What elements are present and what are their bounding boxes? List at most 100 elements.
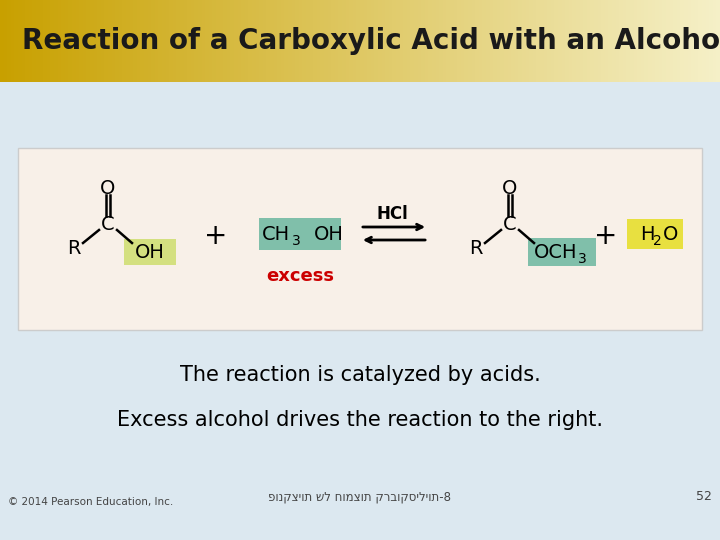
FancyBboxPatch shape (0, 0, 4, 82)
FancyBboxPatch shape (58, 0, 61, 82)
FancyBboxPatch shape (14, 0, 18, 82)
Text: OH: OH (135, 242, 165, 261)
FancyBboxPatch shape (40, 0, 43, 82)
FancyBboxPatch shape (277, 0, 281, 82)
FancyBboxPatch shape (536, 0, 540, 82)
FancyBboxPatch shape (590, 0, 594, 82)
FancyBboxPatch shape (65, 0, 68, 82)
FancyBboxPatch shape (342, 0, 346, 82)
FancyBboxPatch shape (580, 0, 583, 82)
Text: HCl: HCl (376, 205, 408, 223)
FancyBboxPatch shape (680, 0, 684, 82)
FancyBboxPatch shape (623, 0, 626, 82)
FancyBboxPatch shape (148, 0, 151, 82)
Text: H: H (640, 225, 654, 244)
FancyBboxPatch shape (209, 0, 212, 82)
FancyBboxPatch shape (677, 0, 680, 82)
FancyBboxPatch shape (313, 0, 317, 82)
FancyBboxPatch shape (122, 0, 126, 82)
FancyBboxPatch shape (158, 0, 162, 82)
FancyBboxPatch shape (259, 0, 263, 82)
FancyBboxPatch shape (140, 0, 144, 82)
FancyBboxPatch shape (173, 0, 176, 82)
FancyBboxPatch shape (670, 0, 673, 82)
FancyBboxPatch shape (335, 0, 338, 82)
FancyBboxPatch shape (659, 0, 662, 82)
FancyBboxPatch shape (385, 0, 389, 82)
FancyBboxPatch shape (338, 0, 342, 82)
FancyBboxPatch shape (360, 0, 364, 82)
FancyBboxPatch shape (673, 0, 677, 82)
FancyBboxPatch shape (464, 0, 468, 82)
FancyBboxPatch shape (266, 0, 270, 82)
FancyBboxPatch shape (130, 0, 133, 82)
FancyBboxPatch shape (184, 0, 187, 82)
FancyBboxPatch shape (461, 0, 464, 82)
FancyBboxPatch shape (608, 0, 612, 82)
FancyBboxPatch shape (371, 0, 374, 82)
Text: 3: 3 (578, 252, 587, 266)
FancyBboxPatch shape (558, 0, 562, 82)
FancyBboxPatch shape (346, 0, 349, 82)
FancyBboxPatch shape (349, 0, 353, 82)
FancyBboxPatch shape (137, 0, 140, 82)
FancyBboxPatch shape (50, 0, 54, 82)
FancyBboxPatch shape (619, 0, 623, 82)
Text: O: O (100, 179, 116, 198)
FancyBboxPatch shape (245, 0, 248, 82)
FancyBboxPatch shape (25, 0, 29, 82)
FancyBboxPatch shape (238, 0, 241, 82)
FancyBboxPatch shape (4, 0, 7, 82)
FancyBboxPatch shape (400, 0, 403, 82)
FancyBboxPatch shape (634, 0, 637, 82)
FancyBboxPatch shape (576, 0, 580, 82)
FancyBboxPatch shape (124, 239, 176, 265)
FancyBboxPatch shape (191, 0, 194, 82)
FancyBboxPatch shape (328, 0, 331, 82)
FancyBboxPatch shape (475, 0, 479, 82)
FancyBboxPatch shape (7, 0, 11, 82)
Text: Excess alcohol drives the reaction to the right.: Excess alcohol drives the reaction to th… (117, 410, 603, 430)
FancyBboxPatch shape (425, 0, 428, 82)
Text: CH: CH (262, 225, 290, 244)
FancyBboxPatch shape (144, 0, 148, 82)
FancyBboxPatch shape (547, 0, 551, 82)
FancyBboxPatch shape (698, 0, 702, 82)
FancyBboxPatch shape (472, 0, 475, 82)
FancyBboxPatch shape (544, 0, 547, 82)
FancyBboxPatch shape (666, 0, 670, 82)
FancyBboxPatch shape (565, 0, 569, 82)
FancyBboxPatch shape (662, 0, 666, 82)
FancyBboxPatch shape (418, 0, 421, 82)
FancyBboxPatch shape (43, 0, 47, 82)
FancyBboxPatch shape (641, 0, 644, 82)
FancyBboxPatch shape (151, 0, 155, 82)
FancyBboxPatch shape (299, 0, 302, 82)
FancyBboxPatch shape (479, 0, 482, 82)
FancyBboxPatch shape (457, 0, 461, 82)
FancyBboxPatch shape (212, 0, 216, 82)
FancyBboxPatch shape (202, 0, 205, 82)
FancyBboxPatch shape (407, 0, 410, 82)
Text: +: + (204, 222, 228, 250)
FancyBboxPatch shape (648, 0, 652, 82)
FancyBboxPatch shape (292, 0, 295, 82)
FancyBboxPatch shape (436, 0, 439, 82)
FancyBboxPatch shape (194, 0, 198, 82)
FancyBboxPatch shape (626, 0, 630, 82)
FancyBboxPatch shape (119, 0, 122, 82)
FancyBboxPatch shape (364, 0, 367, 82)
FancyBboxPatch shape (86, 0, 90, 82)
FancyBboxPatch shape (432, 0, 436, 82)
Text: +: + (594, 222, 618, 250)
FancyBboxPatch shape (396, 0, 400, 82)
FancyBboxPatch shape (162, 0, 166, 82)
FancyBboxPatch shape (317, 0, 320, 82)
FancyBboxPatch shape (29, 0, 32, 82)
FancyBboxPatch shape (302, 0, 306, 82)
FancyBboxPatch shape (691, 0, 695, 82)
FancyBboxPatch shape (227, 0, 230, 82)
FancyBboxPatch shape (605, 0, 608, 82)
FancyBboxPatch shape (392, 0, 396, 82)
FancyBboxPatch shape (504, 0, 508, 82)
